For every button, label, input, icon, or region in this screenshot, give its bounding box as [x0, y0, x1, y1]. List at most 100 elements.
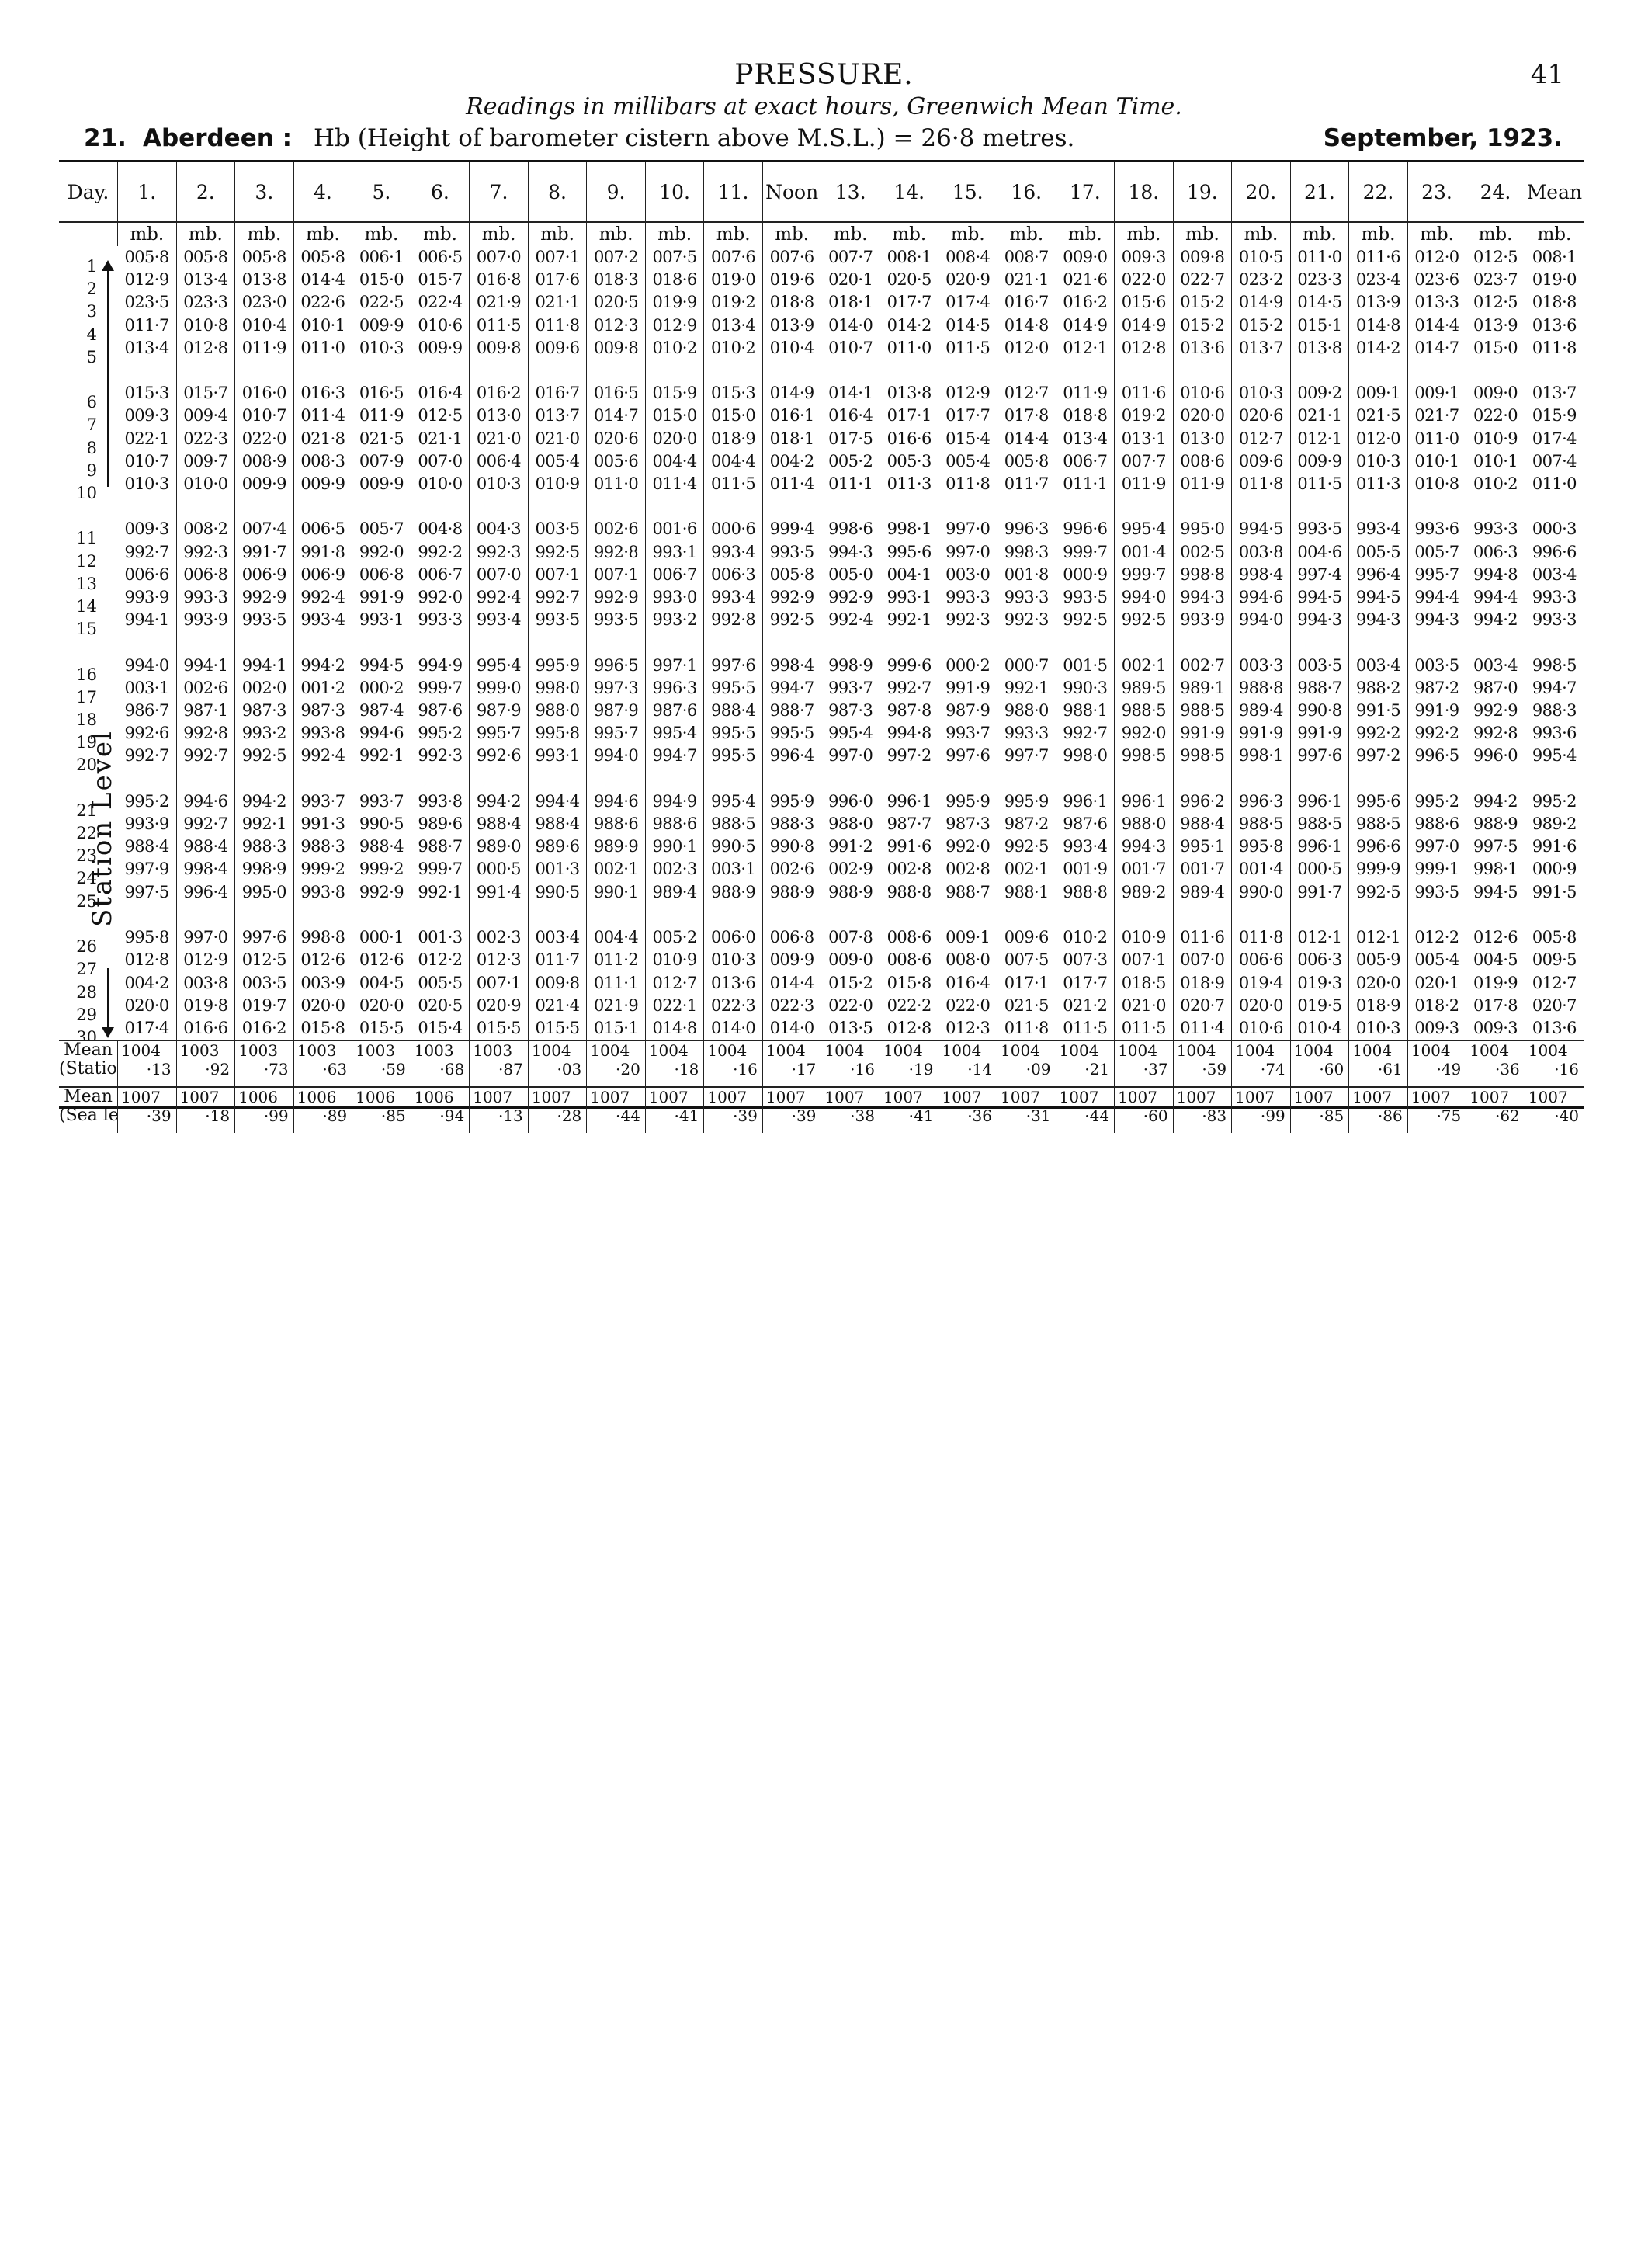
mean-integer: 1004 [1118, 1041, 1157, 1061]
mean-fraction: ·37 [1143, 1060, 1168, 1079]
mean-fraction: ·62 [1494, 1106, 1520, 1126]
mean-fraction: ·03 [557, 1060, 582, 1079]
column-header: 16. [997, 162, 1056, 223]
hour-column-values: 007·5 018·6 019·9 012·9 010·2 015·9 015·… [644, 246, 704, 1041]
mean-fraction: ·44 [616, 1106, 640, 1126]
mean-integer: 1004 [648, 1041, 689, 1061]
mean-integer: 1007 [883, 1088, 923, 1107]
sea-mean-cell: 1007·44 [586, 1086, 646, 1134]
hour-column-values: 008·1 020·5 017·7 014·2 011·0 013·8 017·… [879, 246, 938, 1041]
mean-integer: 1006 [414, 1088, 454, 1107]
mean-integer: 1004 [824, 1041, 865, 1061]
mean-integer: 1003 [238, 1041, 278, 1061]
column-header: 24. [1466, 162, 1525, 223]
sea-mean-cell: 1007·41 [879, 1086, 938, 1134]
mean-integer: 1007 [531, 1088, 571, 1107]
mean-fraction: ·16 [1554, 1060, 1579, 1079]
hour-column-values: 006·5 015·7 022·4 010·6 009·9 016·4 012·… [410, 246, 470, 1041]
unit-label: mb. [1466, 222, 1525, 246]
mean-fraction: ·18 [205, 1106, 231, 1126]
page-title: PRESSURE. [734, 59, 914, 91]
column-header: 23. [1407, 162, 1466, 223]
column-header: 11. [703, 162, 763, 223]
unit-label: mb. [1114, 222, 1174, 246]
mean-fraction: ·74 [1260, 1060, 1285, 1079]
unit-label: mb. [821, 222, 880, 246]
unit-label: mb. [586, 222, 646, 246]
station-mean-cell: 1004·74 [1231, 1040, 1291, 1088]
station-name: Aberdeen : [143, 124, 292, 152]
mean-fraction: ·86 [1377, 1106, 1403, 1126]
station-mean-cell: 1004·16 [1524, 1040, 1584, 1088]
station-description: Hb (Height of barometer cistern above M.… [314, 124, 1075, 152]
mean-integer: 1004 [1176, 1041, 1216, 1061]
mean-fraction: ·16 [733, 1060, 758, 1079]
hour-column-values: 012·5 023·7 012·5 013·9 015·0 009·0 022·… [1466, 246, 1525, 1041]
station-mean-cell: 1004·03 [527, 1040, 587, 1088]
column-header: 5. [352, 162, 411, 223]
mean-integer: 1007 [648, 1088, 689, 1107]
mean-integer: 1004 [1469, 1041, 1510, 1061]
mean-fraction: ·68 [439, 1060, 465, 1079]
station-mean-cell: 1004·16 [703, 1040, 763, 1088]
column-header: 10. [644, 162, 704, 223]
station-mean-cell: 1004·18 [644, 1040, 704, 1088]
column-header: 8. [527, 162, 587, 223]
unit-label: mb. [644, 222, 704, 246]
sea-mean-cell: 1007·40 [1524, 1086, 1584, 1134]
unit-label: mb. [1348, 222, 1408, 246]
arrow-line-icon [107, 968, 109, 1030]
page-number: 41 [1530, 59, 1564, 90]
pressure-table-frame: Day. 1. 2. 3. 4. 5. 6. 7. 8. 9. 10. 11. Noon 13. 14. 1… [59, 160, 1584, 1134]
unit-label: mb. [762, 222, 821, 246]
station-mean-row: Mean (Station level) 1004·131003·921003·… [59, 1040, 1584, 1088]
mean-integer: 1004 [1235, 1041, 1275, 1061]
mean-fraction: ·18 [674, 1060, 699, 1079]
data-row: 005·8 012·9 023·5 011·7 013·4 015·3 009·… [59, 246, 1584, 1041]
sea-mean-cell: 1007·18 [175, 1086, 235, 1134]
mean-fraction: ·31 [1025, 1106, 1051, 1126]
mean-fraction: ·41 [674, 1106, 699, 1126]
mean-integer: 1003 [414, 1041, 454, 1061]
pressure-table: Day. 1. 2. 3. 4. 5. 6. 7. 8. 9. 10. 11. Noon 13. 14. 1… [59, 162, 1584, 1134]
mean-fraction: ·92 [205, 1060, 231, 1079]
station-mean-cell: 1004·49 [1407, 1040, 1466, 1088]
station-mean-cell: 1003·73 [234, 1040, 294, 1088]
station-number: 21. [84, 124, 127, 152]
hour-column-values: 008·4 020·9 017·4 014·5 011·5 012·9 017·… [938, 246, 997, 1041]
mean-fraction: ·13 [498, 1106, 523, 1126]
mean-integer: 1007 [824, 1088, 865, 1107]
sea-mean-cell: 1007·39 [117, 1086, 177, 1134]
mean-integer: 1003 [179, 1041, 220, 1061]
mean-fraction: ·85 [380, 1106, 406, 1126]
station-mean-cell: 1003·87 [469, 1040, 529, 1088]
sea-mean-label: Mean (Sea level) [59, 1086, 118, 1134]
unit-label: mb. [175, 222, 235, 246]
mean-fraction: ·17 [791, 1060, 817, 1079]
column-header: 15. [938, 162, 997, 223]
mean-integer: 1007 [1469, 1088, 1510, 1107]
mean-fraction: ·73 [263, 1060, 289, 1079]
mean-integer: 1007 [473, 1088, 513, 1107]
station-mean-cell: 1003·59 [352, 1040, 411, 1088]
column-header: 20. [1231, 162, 1291, 223]
mean-integer: 1007 [1410, 1088, 1451, 1107]
mean-fraction: ·38 [850, 1106, 875, 1126]
hour-column-values: 007·7 020·1 018·1 014·0 010·7 014·1 016·… [821, 246, 880, 1041]
mean-fraction: ·40 [1554, 1106, 1579, 1126]
hour-column-values: 007·6 019·0 019·2 013·4 010·2 015·3 015·… [703, 246, 763, 1041]
station-mean-cell: 1004·16 [821, 1040, 880, 1088]
unit-label: mb. [938, 222, 997, 246]
sea-mean-cell: 1007·60 [1114, 1086, 1174, 1134]
sea-mean-cell: 1006·99 [234, 1086, 294, 1134]
hour-column-values: 009·8 022·7 015·2 015·2 013·6 010·6 020·… [1172, 246, 1232, 1041]
mean-integer: 1007 [1001, 1088, 1040, 1107]
hour-column-values: 012·0 023·6 013·3 014·4 014·7 009·1 021·… [1407, 246, 1466, 1041]
mean-fraction: ·75 [1436, 1106, 1462, 1126]
mean-fraction: ·14 [967, 1060, 992, 1079]
mean-fraction: ·89 [322, 1106, 348, 1126]
sea-mean-cell: 1007·28 [527, 1086, 587, 1134]
day-column: Station Level 1 2 3 4 5 6 7 8 9 10 11 12… [59, 222, 117, 1040]
month-year: September, 1923. [1323, 124, 1563, 152]
mean-integer: 1004 [942, 1041, 982, 1061]
